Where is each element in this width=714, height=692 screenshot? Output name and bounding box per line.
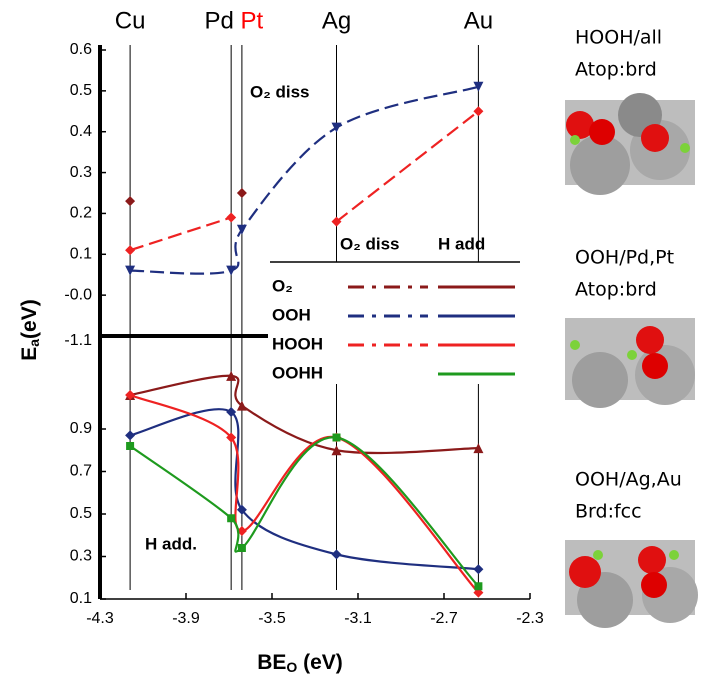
oxygen <box>641 124 669 152</box>
oxygen <box>566 111 594 139</box>
x-title-sub: O <box>286 659 297 675</box>
y-tick-label: 0.1 <box>70 590 92 607</box>
marker <box>236 188 247 198</box>
marker <box>227 514 236 523</box>
hydrogen <box>570 340 580 350</box>
oxygen <box>638 546 666 574</box>
hydrogen <box>593 550 603 560</box>
atom <box>635 345 695 405</box>
y-tick-label: 0.3 <box>70 548 92 565</box>
annotation: O₂ diss <box>250 82 310 101</box>
atom <box>572 352 628 408</box>
y-tick-label: -0.0 <box>64 286 92 303</box>
hydrogen <box>570 135 580 145</box>
legend-label: OOHH <box>272 363 323 382</box>
marker <box>331 122 342 133</box>
marker <box>125 245 136 256</box>
marker <box>474 582 483 591</box>
marker <box>236 400 247 411</box>
legend-box <box>268 262 530 384</box>
y-title-sub: a <box>26 339 42 347</box>
marker <box>226 407 237 417</box>
oxygen <box>636 326 664 354</box>
atom <box>570 135 630 195</box>
marker <box>332 433 341 442</box>
metal-label: Pt <box>241 7 264 34</box>
legend-label: OOH <box>272 305 311 324</box>
x-axis-title: BEO (eV) <box>257 651 343 675</box>
legend: O₂ diss H add O₂ OOH HOOH OOHH <box>268 234 530 384</box>
y-title-main: E <box>18 347 41 361</box>
x-title-main: BE <box>257 651 286 674</box>
y-tick-label: 0.9 <box>70 420 92 437</box>
marker <box>226 432 237 443</box>
legend-header: H add <box>438 234 485 253</box>
marker <box>237 544 246 552</box>
legend-label: O₂ <box>272 276 293 295</box>
marker <box>331 216 342 227</box>
marker <box>226 212 237 223</box>
marker <box>125 196 136 207</box>
metal-label: Cu <box>115 7 146 34</box>
hydrogen <box>680 143 690 153</box>
annotation: H add. <box>145 534 197 553</box>
series-line <box>129 436 480 588</box>
side-label: HOOH/all <box>575 27 662 49</box>
break-label: -1.1 <box>64 332 92 349</box>
side-label: Brd:fcc <box>575 501 642 523</box>
metal-label: Pd <box>204 7 233 34</box>
marker <box>126 442 135 450</box>
side-images <box>565 93 698 628</box>
legend-label: HOOH <box>272 334 323 353</box>
side-label: OOH/Pd,Pt <box>575 247 674 269</box>
x-tick-label: -3.5 <box>258 610 286 627</box>
y-tick-label: 0.3 <box>70 164 92 181</box>
series-line <box>130 85 479 275</box>
y-tick-label: 0.5 <box>70 505 92 522</box>
hydrogen <box>669 550 679 560</box>
y-axis-title: Ea(eV) <box>18 299 42 361</box>
y-tick-label: 0.6 <box>70 41 92 58</box>
oxygen <box>642 353 668 379</box>
y-tick-label: 0.2 <box>70 205 92 222</box>
metal-label: Au <box>464 7 493 34</box>
marker <box>473 443 484 454</box>
series-line <box>129 393 480 594</box>
marker <box>125 265 136 276</box>
x-title-unit: (eV) <box>297 651 343 674</box>
y-tick-label: 0.7 <box>70 463 92 480</box>
y-tick-label: 0.4 <box>70 123 92 140</box>
marker <box>331 445 342 456</box>
x-tick-label: -2.7 <box>430 610 458 627</box>
marker <box>226 265 237 276</box>
marker <box>125 390 136 400</box>
marker <box>473 81 484 92</box>
marker <box>226 370 237 381</box>
y-tick-label: 0.5 <box>70 82 92 99</box>
side-label: Atop:brd <box>575 59 657 81</box>
series-line <box>129 110 480 252</box>
marker <box>236 504 247 515</box>
side-label: Atop:brd <box>575 279 657 301</box>
side-label: OOH/Ag,Au <box>575 469 682 491</box>
x-tick-label: -2.3 <box>516 610 544 627</box>
metal-label: Ag <box>322 7 351 34</box>
oxygen <box>641 572 667 598</box>
marker <box>331 549 342 560</box>
marker <box>473 564 484 575</box>
x-tick-label: -4.3 <box>86 610 114 627</box>
y-title-unit: (eV) <box>18 299 41 339</box>
legend-header: O₂ diss <box>340 234 400 253</box>
x-tick-label: -3.9 <box>172 610 200 627</box>
marker <box>236 224 247 235</box>
marker <box>125 430 136 441</box>
series-line <box>129 374 479 455</box>
hydrogen <box>627 350 637 360</box>
oxygen <box>589 119 615 145</box>
marker <box>473 106 484 117</box>
x-tick-label: -3.1 <box>344 610 372 627</box>
oxygen <box>569 556 601 588</box>
y-tick-label: 0.1 <box>70 246 92 263</box>
